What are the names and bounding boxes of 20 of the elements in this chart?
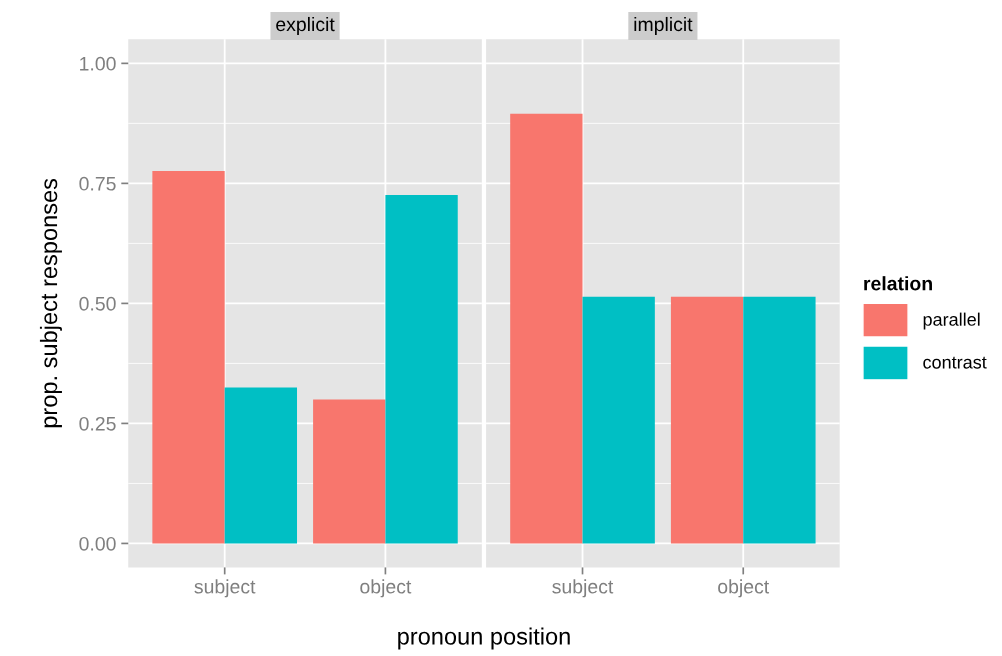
y-tick-label: 1.00 [80, 56, 116, 71]
y-axis-title: prop. subject responses [39, 178, 62, 428]
y-tick-label: 0.00 [79, 536, 116, 551]
y-tick-label: 0.25 [79, 416, 116, 431]
chart-title: implicit [634, 16, 693, 36]
x-tick-label: object [718, 579, 770, 598]
bar [385, 194, 458, 544]
x-tick-label: subject [552, 579, 614, 598]
chart-title: explicit [276, 16, 335, 36]
x-axis-title: pronoun position [398, 627, 570, 650]
legend-title: relation [864, 276, 932, 291]
y-tick-label: 0.50 [79, 296, 116, 311]
y-tick-label: 0.75 [79, 176, 116, 191]
x-tick-label: subject [194, 579, 256, 598]
legend-label: parallel [923, 312, 980, 330]
legend-label: contrast [923, 356, 987, 369]
bar [313, 399, 386, 544]
x-tick-label: object [360, 579, 412, 598]
bar [224, 387, 298, 544]
bar [152, 170, 225, 544]
